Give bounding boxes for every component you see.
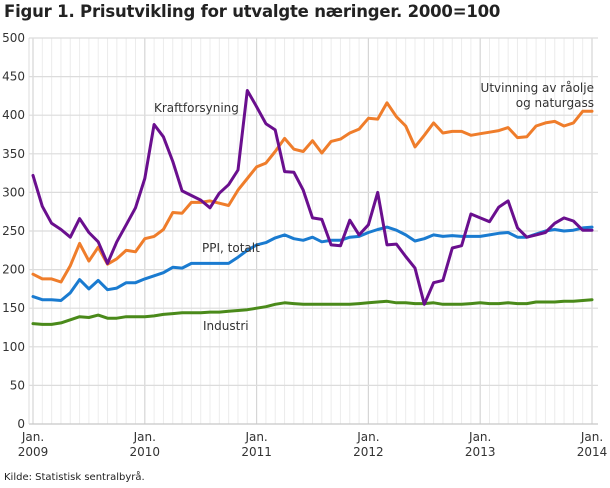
- y-tick-label: 200: [2, 263, 25, 277]
- y-tick-label: 50: [10, 378, 25, 392]
- series-line-utvinning-av-råolje-og-naturgass: [31, 101, 594, 284]
- y-tick-label: 450: [2, 70, 25, 84]
- y-tick-label: 0: [17, 417, 25, 431]
- x-tick-year: 2009: [18, 445, 49, 459]
- y-tick-label: 150: [2, 301, 25, 315]
- x-tick-year: 2013: [465, 445, 496, 459]
- series-label-utvinning-line2: og naturgass: [516, 96, 594, 110]
- x-tick-year: 2014: [577, 445, 608, 459]
- source-note: Kilde: Statistisk sentralbyrå.: [4, 472, 145, 483]
- x-tick-month: Jan.: [356, 430, 379, 444]
- series-label-industri: Industri: [203, 319, 249, 333]
- y-tick-label: 300: [2, 185, 25, 199]
- y-axis-ticks: 0 50 100 150 200 250 300 350 400 450 500: [2, 31, 25, 431]
- x-tick-label: Jan.2011: [241, 430, 272, 459]
- series-line-ppi-totalt: [31, 225, 594, 302]
- x-tick-month: Jan.: [468, 430, 491, 444]
- x-tick-label: Jan.2013: [465, 430, 496, 459]
- x-tick-month: Jan.: [580, 430, 603, 444]
- x-tick-month: Jan.: [21, 430, 44, 444]
- series-label-ppi-totalt: PPI, totalt: [202, 241, 260, 255]
- x-tick-month: Jan.: [244, 430, 267, 444]
- x-tick-month: Jan.: [133, 430, 156, 444]
- x-tick-year: 2011: [241, 445, 272, 459]
- series-label-utvinning-line1: Utvinning av råolje: [481, 81, 594, 95]
- x-tick-year: 2012: [353, 445, 384, 459]
- series-lines: [31, 89, 594, 326]
- chart-title: Figur 1. Prisutvikling for utvalgte næri…: [4, 2, 501, 21]
- x-tick-year: 2010: [130, 445, 161, 459]
- x-tick-label: Jan.2010: [130, 430, 161, 459]
- y-tick-label: 100: [2, 340, 25, 354]
- x-tick-label: Jan.2014: [577, 430, 608, 459]
- x-tick-label: Jan.2012: [353, 430, 384, 459]
- series-line-kraftforsyning: [31, 89, 594, 306]
- x-tick-label: Jan.2009: [18, 430, 49, 459]
- series-label-kraftforsyning: Kraftforsyning: [154, 101, 239, 115]
- series-labels: Kraftforsyning Utvinning av råolje og na…: [154, 81, 594, 333]
- y-tick-label: 250: [2, 224, 25, 238]
- grid: [29, 37, 598, 425]
- series-line-industri: [31, 298, 594, 326]
- y-tick-label: 350: [2, 147, 25, 161]
- y-tick-label: 500: [2, 31, 25, 45]
- x-axis-ticks: Jan.2009Jan.2010Jan.2011Jan.2012Jan.2013…: [18, 430, 608, 459]
- y-tick-label: 400: [2, 108, 25, 122]
